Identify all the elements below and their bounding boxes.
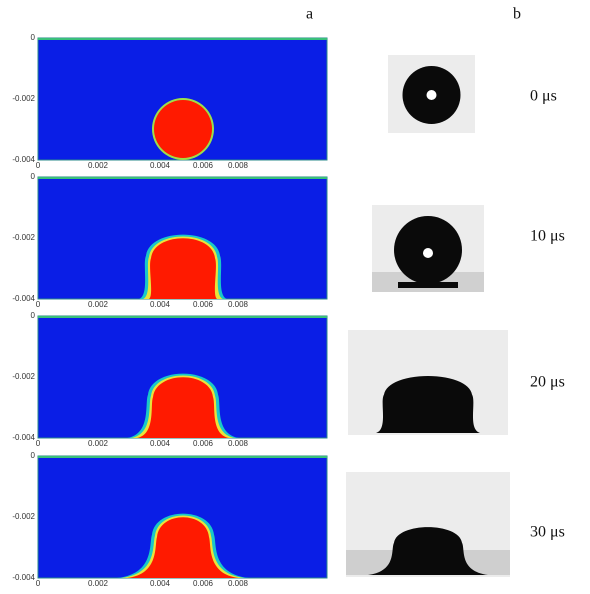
drop xyxy=(127,517,239,578)
photo-drop xyxy=(368,527,488,575)
photo xyxy=(372,205,484,292)
x-tick-label: 0.004 xyxy=(150,300,171,309)
x-tick-label: 0.008 xyxy=(228,161,249,170)
photo-base xyxy=(398,282,458,288)
drop xyxy=(137,377,229,438)
x-tick-label: 0.006 xyxy=(193,579,214,588)
x-tick-label: 0.002 xyxy=(88,579,109,588)
sim-panel xyxy=(37,37,328,161)
x-tick-label: 0.008 xyxy=(228,439,249,448)
x-tick-label: 0.004 xyxy=(150,579,171,588)
photo-drop xyxy=(376,375,480,433)
time-label: 20 μs xyxy=(530,374,565,391)
photo xyxy=(348,330,508,435)
x-tick-label: 0 xyxy=(36,579,41,588)
x-tick-label: 0.004 xyxy=(150,161,171,170)
photo xyxy=(388,55,475,133)
y-tick-label: -0.004 xyxy=(12,155,35,164)
panel-label: b xyxy=(513,6,521,23)
y-tick-label: -0.004 xyxy=(12,294,35,303)
y-tick-label: -0.002 xyxy=(12,372,35,381)
y-tick-label: -0.002 xyxy=(12,512,35,521)
x-tick-label: 0 xyxy=(36,161,41,170)
x-tick-label: 0.008 xyxy=(228,579,249,588)
time-label: 0 μs xyxy=(530,88,557,105)
x-tick-label: 0 xyxy=(36,300,41,309)
x-tick-label: 0.002 xyxy=(88,161,109,170)
x-tick-label: 0.008 xyxy=(228,300,249,309)
x-tick-label: 0.004 xyxy=(150,439,171,448)
y-tick-label: -0.004 xyxy=(12,433,35,442)
time-label: 30 μs xyxy=(530,524,565,541)
x-tick-label: 0.006 xyxy=(193,439,214,448)
time-label: 10 μs xyxy=(530,228,565,245)
sim-panel xyxy=(37,176,328,300)
drop xyxy=(154,100,212,158)
y-tick-label: 0 xyxy=(31,33,36,42)
y-tick-label: -0.004 xyxy=(12,573,35,582)
y-tick-label: 0 xyxy=(31,311,36,320)
x-tick-label: 0 xyxy=(36,439,41,448)
sim-panel xyxy=(37,315,328,439)
y-tick-label: 0 xyxy=(31,172,36,181)
y-tick-label: 0 xyxy=(31,451,36,460)
x-tick-label: 0.006 xyxy=(193,161,214,170)
photo xyxy=(346,472,510,577)
x-tick-label: 0.006 xyxy=(193,300,214,309)
y-tick-label: -0.002 xyxy=(12,233,35,242)
sim-panel xyxy=(37,455,328,579)
drop xyxy=(149,238,217,299)
panel-label: a xyxy=(306,6,313,23)
y-tick-label: -0.002 xyxy=(12,94,35,103)
photo-highlight xyxy=(423,248,433,258)
x-tick-label: 0.002 xyxy=(88,300,109,309)
x-tick-label: 0.002 xyxy=(88,439,109,448)
photo-highlight xyxy=(426,90,437,100)
